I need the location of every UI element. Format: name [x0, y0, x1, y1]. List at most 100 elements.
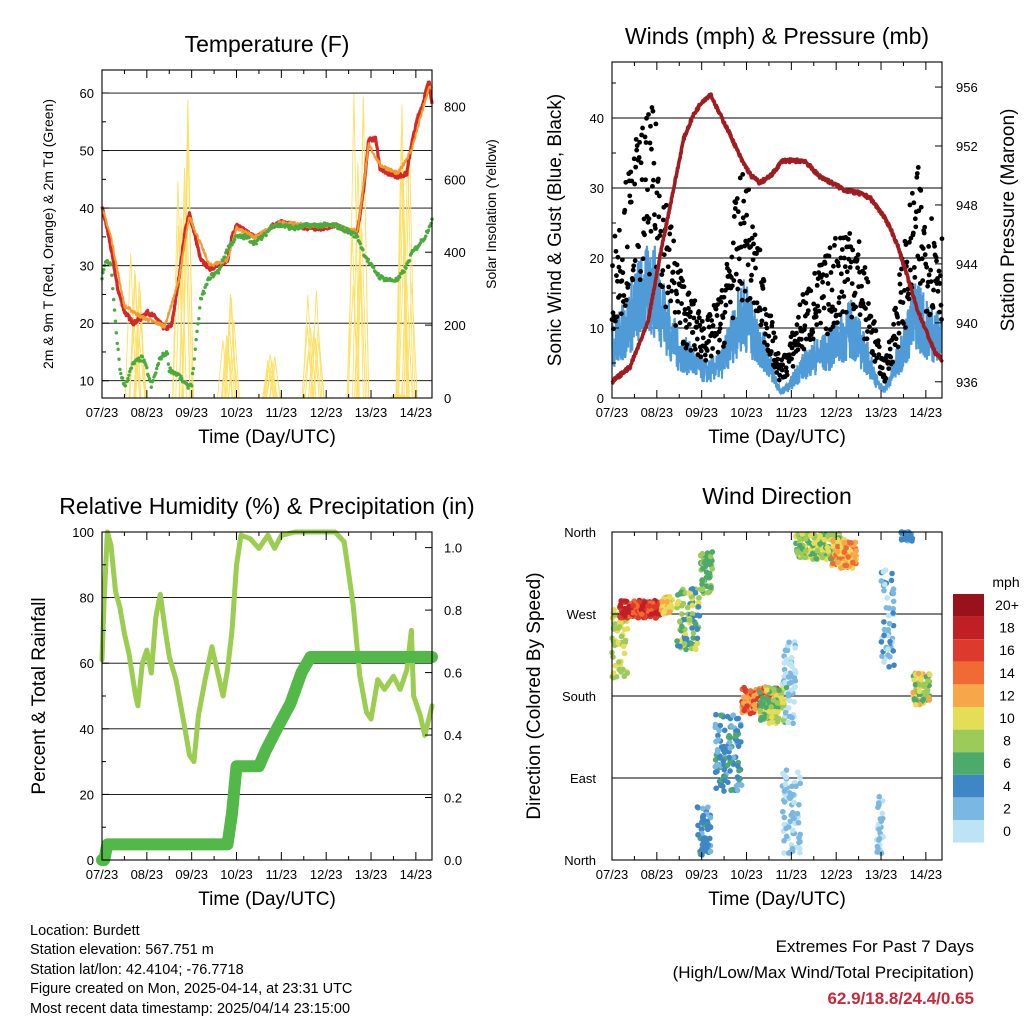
gust-point — [622, 303, 628, 309]
solar-spike — [389, 394, 402, 399]
colorbar-swatch — [953, 684, 984, 707]
gust-point — [691, 343, 697, 348]
recent-data-text: Most recent data timestamp: 2025/04/14 2… — [30, 1000, 351, 1017]
direction-point — [695, 832, 701, 838]
direction-point — [721, 749, 728, 755]
direction-point — [925, 678, 931, 684]
dewpoint-point — [409, 251, 414, 256]
direction-point — [695, 604, 702, 610]
direction-point — [770, 697, 777, 703]
direction-point — [615, 639, 622, 646]
direction-point — [885, 612, 892, 619]
gust-point — [645, 187, 650, 193]
gust-point — [677, 320, 683, 326]
gust-point — [833, 235, 838, 241]
direction-point — [794, 769, 801, 776]
dewpoint-point — [109, 262, 113, 267]
direction-point — [781, 666, 788, 673]
gust-point — [613, 318, 618, 324]
direction-point — [621, 608, 628, 615]
extremes-title: Extremes For Past 7 Days — [775, 937, 974, 956]
colorbar-swatch — [953, 616, 984, 640]
gust-point — [652, 212, 657, 218]
direction-point — [785, 719, 791, 726]
gust-point — [722, 309, 728, 315]
dewpoint-point — [144, 363, 148, 367]
gust-point — [931, 287, 936, 293]
gust-point — [866, 301, 871, 306]
gust-point — [810, 329, 816, 335]
gust-point — [681, 284, 687, 290]
gust-point — [667, 231, 673, 237]
gust-point — [814, 282, 820, 288]
gust-point — [718, 321, 723, 327]
direction-point — [917, 682, 923, 688]
gust-point — [849, 314, 855, 320]
gust-point — [675, 298, 680, 304]
y2-tick-label: 0.8 — [444, 603, 462, 618]
x-tick-label: 13/23 — [355, 867, 388, 882]
x-axis-label: Time (Day/UTC) — [198, 427, 336, 448]
direction-point — [853, 548, 860, 554]
colorbar-label: 4 — [1003, 778, 1011, 794]
gust-point — [818, 320, 824, 326]
y-tick-label: 40 — [80, 722, 94, 737]
dewpoint-point — [287, 227, 292, 231]
dewpoint-point — [112, 308, 117, 312]
gust-point — [643, 177, 648, 183]
dewpoint-point — [376, 271, 380, 276]
dewpoint-point — [233, 237, 237, 242]
gust-point — [875, 338, 881, 344]
gust-point — [615, 254, 621, 260]
gust-point — [746, 187, 752, 193]
x-tick-label: 10/23 — [220, 405, 253, 420]
direction-point — [721, 727, 728, 734]
gust-point — [618, 311, 624, 317]
dewpoint-point — [398, 275, 402, 279]
y2-tick-label: 0.4 — [444, 728, 462, 743]
direction-point — [918, 676, 924, 683]
dewpoint-point — [155, 366, 159, 371]
gust-point — [694, 336, 700, 342]
direction-point — [706, 835, 713, 842]
gust-point — [625, 282, 631, 288]
gust-point — [735, 209, 741, 215]
direction-point — [689, 586, 696, 592]
gust-point — [674, 291, 680, 297]
gust-point — [706, 338, 712, 344]
x-tick-label: 14/23 — [400, 867, 433, 882]
x-tick-label: 08/23 — [641, 405, 674, 420]
x-tick-label: 14/23 — [910, 405, 943, 420]
direction-point — [787, 818, 794, 825]
direction-point — [885, 646, 891, 652]
direction-point — [715, 736, 721, 743]
direction-point — [717, 712, 724, 719]
gust-point — [683, 318, 688, 323]
gust-point — [696, 315, 702, 321]
gust-point — [861, 270, 867, 276]
gust-point — [898, 290, 904, 295]
humidity-series — [99, 529, 435, 765]
gust-point — [687, 321, 692, 327]
direction-point — [786, 639, 792, 646]
direction-point — [702, 844, 709, 851]
direction-point — [629, 609, 636, 616]
dewpoint-point — [102, 267, 106, 272]
gust-point — [839, 247, 845, 252]
direction-point — [921, 689, 927, 696]
gust-point — [826, 253, 832, 259]
direction-point — [703, 569, 710, 576]
gust-point — [744, 212, 750, 218]
direction-point — [911, 696, 918, 702]
x-axis-label: Time (Day/UTC) — [708, 427, 846, 448]
direction-point — [911, 677, 918, 683]
gust-point — [876, 344, 882, 350]
x-tick-label: 09/23 — [175, 405, 208, 420]
direction-point — [730, 712, 736, 719]
gust-point — [864, 336, 870, 342]
gust-point — [697, 322, 703, 328]
gust-point — [720, 315, 726, 320]
direction-point — [714, 749, 721, 755]
gust-point — [690, 330, 696, 335]
